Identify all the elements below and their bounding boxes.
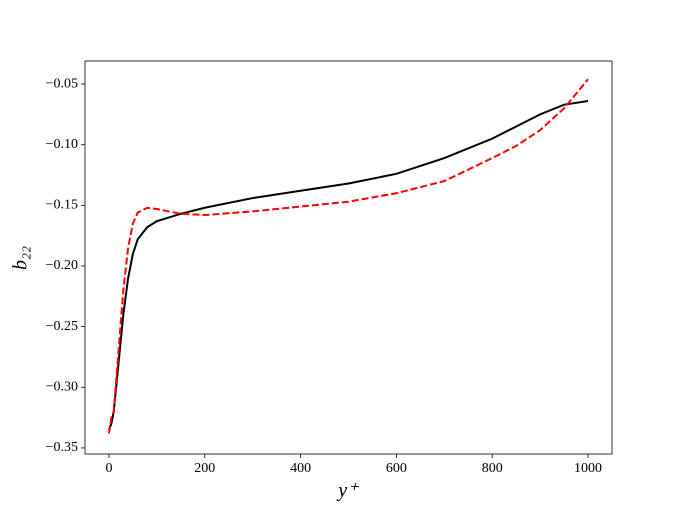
y-tick-label: −0.35 [46, 440, 78, 455]
x-tick-label: 0 [105, 461, 112, 476]
series-line [107, 78, 589, 434]
x-tick-label: 200 [194, 461, 215, 476]
x-tick-label: 600 [386, 461, 407, 476]
y-tick-label: −0.25 [46, 319, 78, 334]
y-tick-label: −0.30 [46, 380, 78, 395]
series-line [108, 100, 589, 431]
x-axis-label: y⁺ [336, 480, 359, 502]
y-tick-label: −0.20 [46, 258, 78, 273]
y-tick-label: −0.10 [46, 137, 78, 152]
y-axis-label: b₂₂ [10, 246, 32, 270]
x-tick-label: 800 [482, 461, 503, 476]
x-tick-label: 400 [290, 461, 311, 476]
y-tick-label: −0.15 [46, 198, 78, 213]
plot-frame [84, 60, 613, 455]
y-tick-label: −0.05 [46, 76, 78, 91]
x-tick-label: 1000 [574, 461, 602, 476]
